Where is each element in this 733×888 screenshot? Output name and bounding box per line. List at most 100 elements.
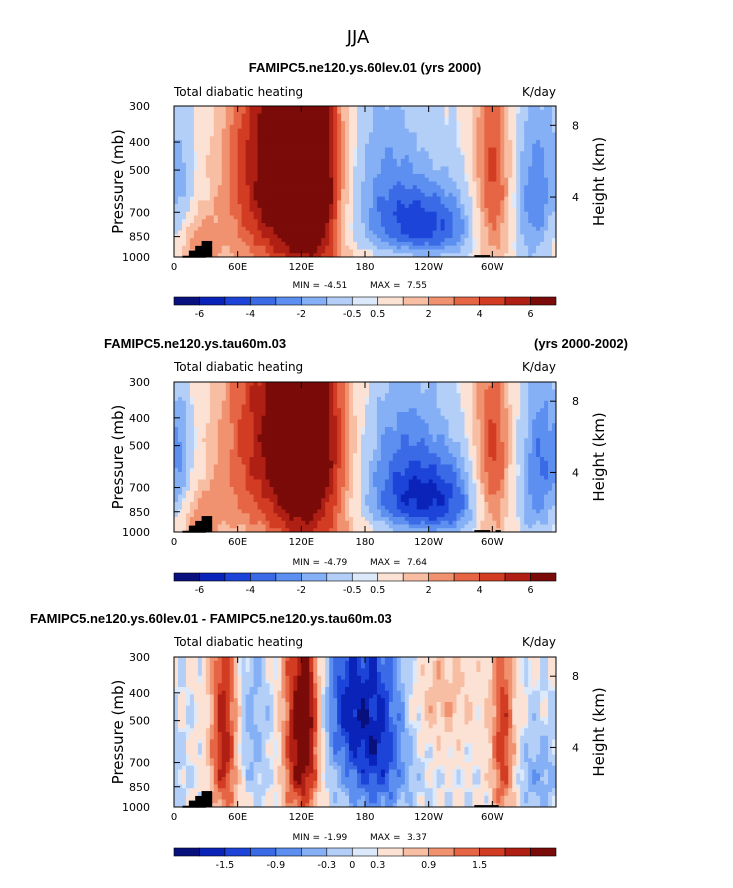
- field-cell: [424, 143, 430, 148]
- field-cell: [325, 389, 330, 394]
- field-cell: [317, 211, 322, 216]
- field-cell: [317, 226, 322, 231]
- field-cell: [384, 382, 390, 387]
- field-cell: [400, 143, 406, 148]
- field-cell: [177, 211, 183, 216]
- field-cell: [476, 173, 481, 179]
- field-cell: [524, 253, 529, 258]
- field-cell: [281, 404, 286, 409]
- field-cell: [544, 207, 549, 213]
- field-cell: [237, 389, 243, 394]
- field-cell: [353, 158, 358, 164]
- field-cell: [412, 419, 418, 424]
- field-cell: [337, 196, 342, 201]
- field-cell: [289, 397, 294, 402]
- field-cell: [325, 136, 330, 141]
- field-cell: [309, 245, 314, 250]
- field-cell: [317, 245, 322, 250]
- field-cell: [500, 400, 505, 405]
- field-cell: [293, 132, 298, 137]
- field-cell: [229, 147, 235, 152]
- field-cell: [241, 128, 247, 133]
- field-cell: [221, 128, 227, 133]
- field-cell: [456, 128, 461, 133]
- field-cell: [177, 128, 183, 133]
- field-cell: [448, 245, 453, 250]
- field-cell: [289, 400, 294, 405]
- field-cell: [317, 151, 322, 156]
- field-cell: [480, 223, 485, 228]
- field-cell: [448, 189, 453, 194]
- field-cell: [245, 215, 251, 220]
- field-cell: [233, 223, 239, 228]
- field-cell: [548, 389, 553, 394]
- field-cell: [400, 200, 406, 205]
- field-cell: [345, 124, 350, 130]
- field-cell: [221, 185, 227, 190]
- field-cell: [492, 162, 497, 167]
- field-cell: [380, 109, 386, 114]
- field-cell: [197, 419, 203, 424]
- field-cell: [400, 234, 406, 239]
- field-cell: [233, 423, 239, 428]
- field-cell: [448, 158, 453, 164]
- field-cell: [376, 382, 382, 387]
- field-cell: [333, 389, 338, 394]
- field-cell: [432, 200, 438, 205]
- field-cell: [444, 147, 449, 152]
- field-cell: [524, 196, 529, 201]
- field-cell: [372, 166, 378, 171]
- field-cell: [440, 215, 445, 220]
- field-cell: [177, 106, 183, 111]
- field-cell: [544, 397, 549, 402]
- field-cell: [269, 253, 274, 258]
- field-cell: [273, 109, 278, 114]
- field-cell: [337, 241, 342, 247]
- field-cell: [492, 128, 497, 133]
- field-cell: [480, 166, 485, 171]
- field-cell: [277, 181, 282, 186]
- field-cell: [257, 181, 262, 186]
- field-cell: [297, 128, 302, 133]
- field-cell: [221, 223, 227, 228]
- field-cell: [520, 173, 525, 179]
- field-cell: [484, 109, 489, 114]
- field-cell: [281, 400, 286, 405]
- field-cells: [174, 106, 557, 258]
- field-cell: [528, 143, 533, 148]
- field-cell: [444, 139, 449, 145]
- field-cell: [257, 415, 262, 420]
- field-cell: [205, 124, 211, 130]
- field-cell: [508, 412, 513, 417]
- field-cell: [301, 155, 306, 160]
- field-cell: [189, 162, 195, 167]
- field-cell: [488, 419, 493, 424]
- field-cell: [436, 143, 442, 148]
- field-cell: [408, 238, 414, 243]
- field-cell: [345, 106, 350, 111]
- field-cell: [197, 143, 203, 148]
- field-cell: [420, 249, 426, 254]
- field-cell: [277, 113, 282, 118]
- field-cell: [273, 192, 278, 197]
- field-cell: [221, 249, 227, 254]
- field-cell: [368, 226, 374, 231]
- field-cell: [456, 393, 461, 398]
- field-cell: [293, 419, 298, 424]
- field-cell: [412, 207, 418, 213]
- field-cell: [404, 238, 410, 243]
- field-cell: [197, 200, 203, 205]
- field-cell: [408, 219, 414, 224]
- field-cell: [404, 196, 410, 201]
- field-cell: [277, 249, 282, 254]
- field-cell: [468, 109, 473, 114]
- field-cell: [249, 415, 254, 420]
- field-cell: [496, 223, 501, 228]
- field-cell: [365, 200, 370, 205]
- field-cell: [548, 241, 553, 247]
- field-cell: [309, 132, 314, 137]
- field-cell: [400, 117, 406, 122]
- field-cell: [412, 230, 418, 235]
- field-cell: [341, 177, 346, 182]
- field-cell: [341, 147, 346, 152]
